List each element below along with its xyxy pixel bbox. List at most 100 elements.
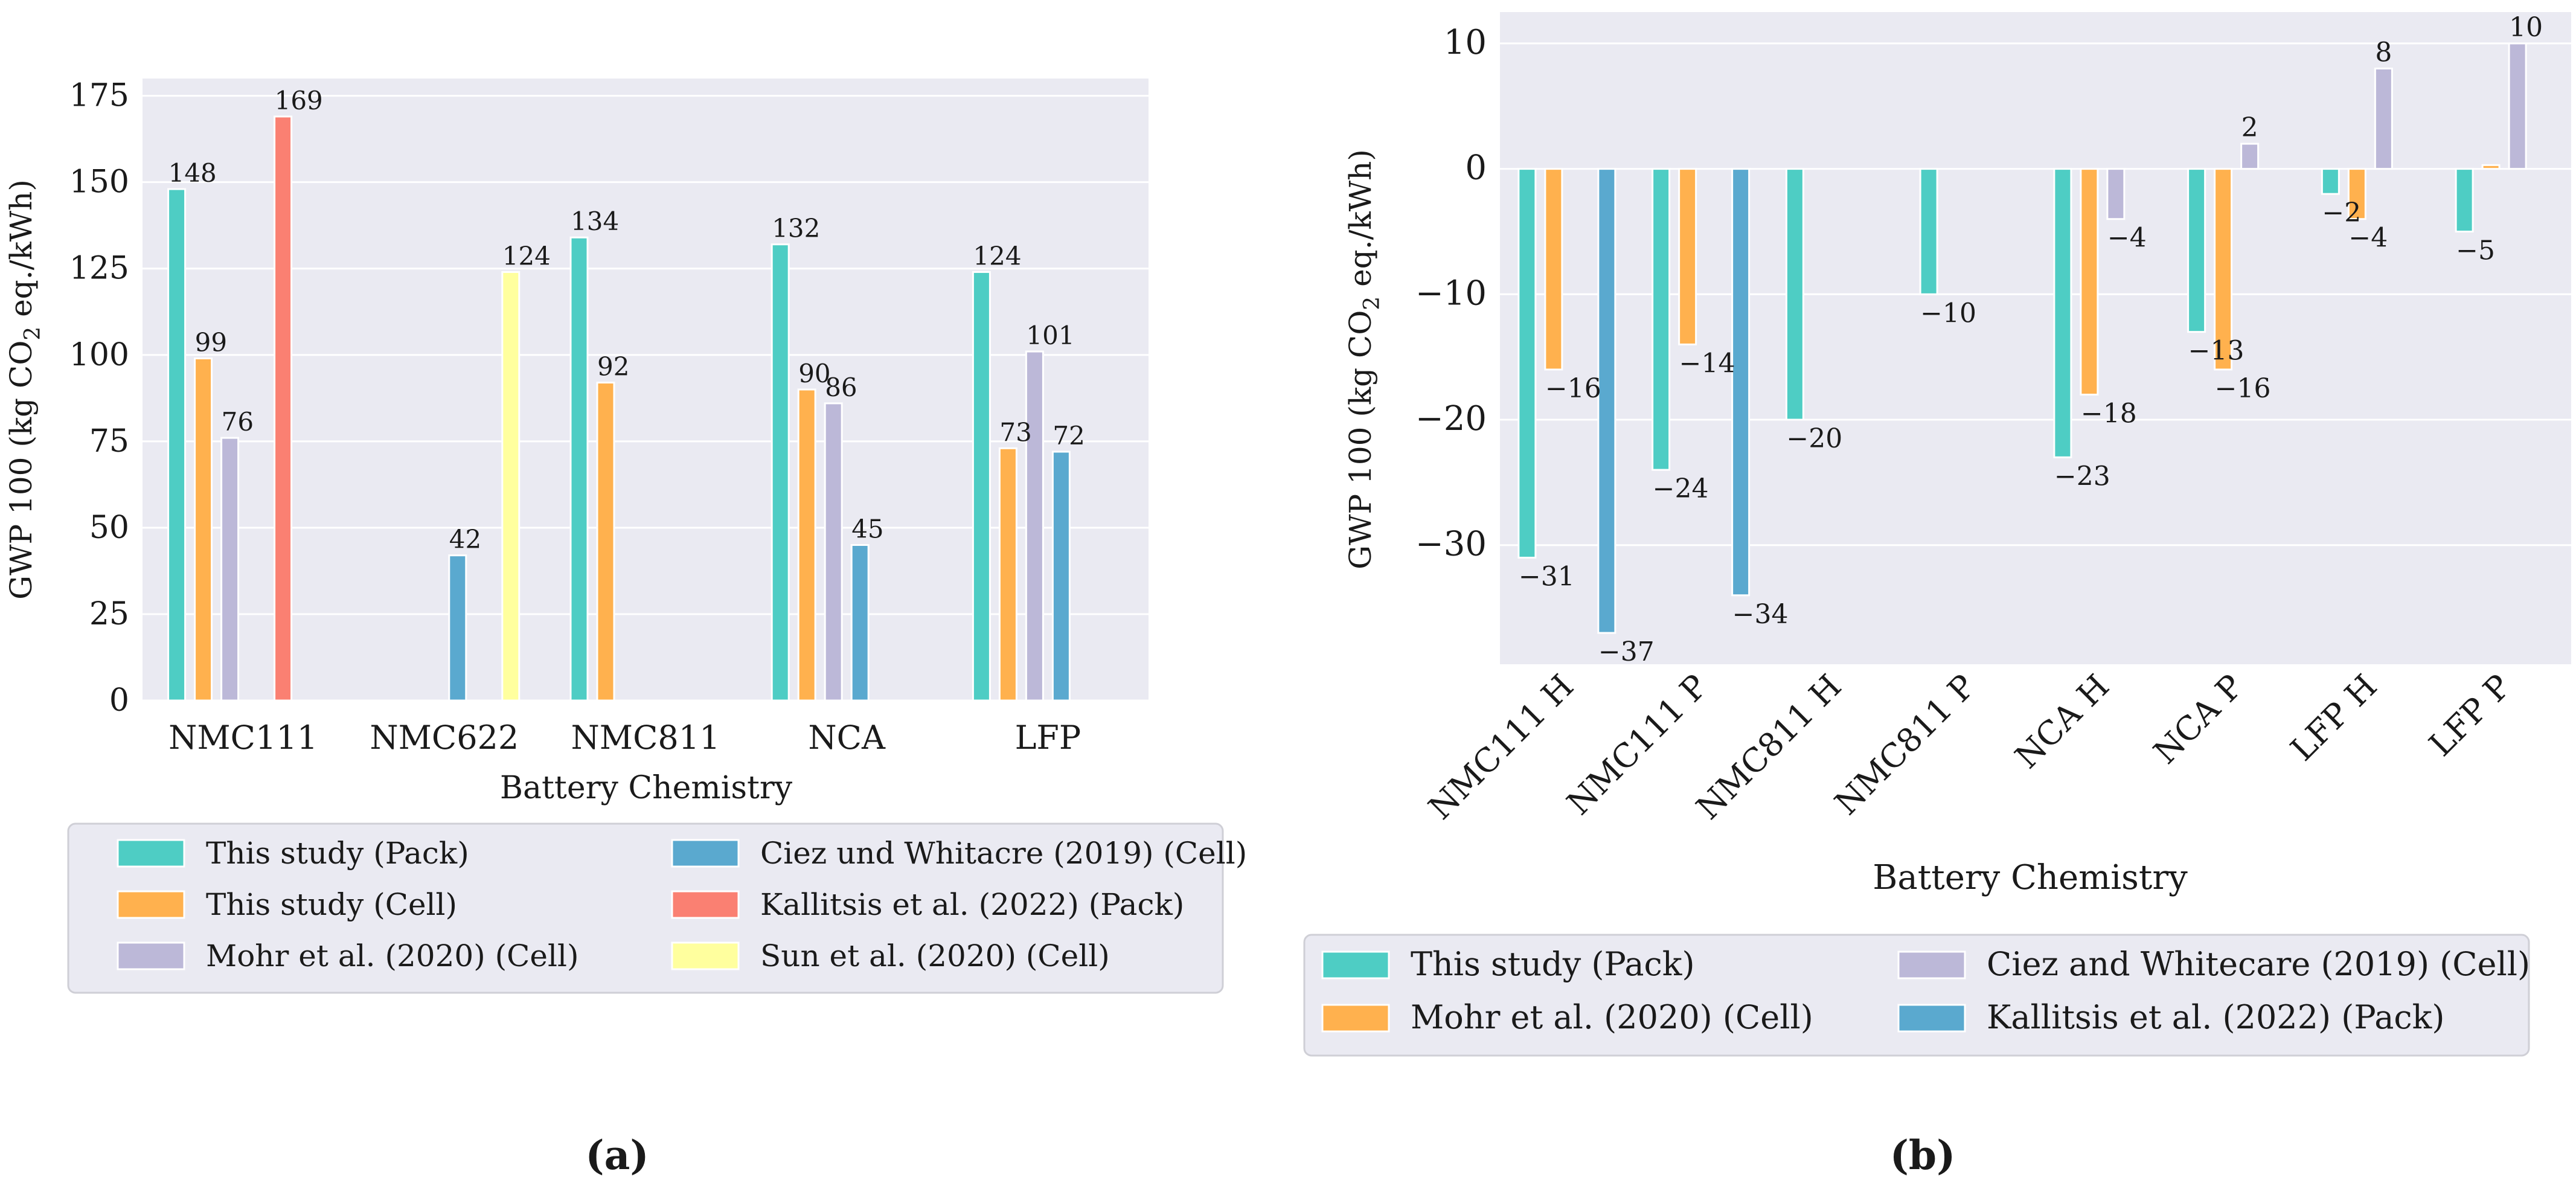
data-label-nmc811-p-this-study-pack: −10 — [1920, 298, 1976, 329]
chart-b-y-tick-label: −10 — [1415, 274, 1487, 313]
data-label-lfp-this-study-cell: 73 — [999, 417, 1031, 447]
data-label-nmc111-kallitsis-et-al-2022-pack: 169 — [275, 86, 323, 115]
bar-nmc111-h-kallitsis-et-al-2022-pack — [1597, 168, 1616, 634]
chart-a-x-tick-label: NCA — [808, 719, 886, 757]
data-label-nmc111-p-mohr-et-al-2020-cell: −14 — [1679, 348, 1735, 379]
chart-b-y-tick-label: −30 — [1415, 525, 1487, 564]
data-label-lfp-p-ciez-and-whitecare-2019-cell: 10 — [2509, 12, 2543, 43]
legend-entry-ciez-und-whitacre-2019-cell: Ciez und Whitacre (2019) (Cell) — [760, 836, 1247, 871]
legend-swatch-kallitsis-et-al-2022-pack — [671, 890, 740, 919]
data-label-nmc111-this-study-cell: 99 — [195, 328, 227, 357]
bar-nca-mohr-et-al-2020-cell — [824, 402, 843, 702]
legend-entry-ciez-and-whitecare-2019-cell: Ciez and Whitecare (2019) (Cell) — [1987, 945, 2530, 983]
chart-b: −30 −20 −10 0 10 −31 −16 −37 −24 −14 −34 −20 −10 −23… — [1303, 12, 2571, 1179]
legend-entry-kallitsis-et-al-2022-pack: Kallitsis et al. (2022) (Pack) — [760, 887, 1184, 922]
legend-swatch-ciez-and-whitecare-2019-cell — [1897, 950, 1966, 979]
chart-a-x-tick-label: NMC811 — [571, 719, 720, 757]
chart-a: 0 25 50 75 100 125 150 175 148 99 76 169 42 124 134 92… — [4, 78, 1247, 1179]
data-label-nmc622-ciez-und-whitacre-2019-cell: 42 — [449, 525, 481, 554]
legend-swatch-kallitsis-et-al-2022-pack — [1897, 1004, 1966, 1033]
chart-b-x-tick-label: NMC811 H — [1689, 667, 1849, 827]
chart-a-x-tick-label: NMC111 — [168, 719, 318, 757]
data-label-nmc811-this-study-cell: 92 — [597, 352, 629, 382]
chart-a-y-tick-label: 25 — [89, 596, 129, 632]
bar-nmc111-p-this-study-pack — [1652, 168, 1671, 471]
legend-entry-kallitsis-et-al-2022-pack: Kallitsis et al. (2022) (Pack) — [1987, 998, 2444, 1036]
panel-b-label: (b) — [1890, 1132, 1956, 1179]
bar-lfp-p-ciez-and-whitecare-2019-cell — [2508, 42, 2527, 170]
data-label-nca-h-this-study-pack: −23 — [2054, 461, 2110, 492]
data-label-lfp-this-study-pack: 124 — [973, 241, 1021, 271]
bar-lfp-p-this-study-pack — [2455, 168, 2474, 232]
chart-a-y-tick-label: 150 — [69, 164, 129, 200]
legend-swatch-mohr-et-al-2020-cell — [117, 941, 185, 970]
bar-nca-this-study-cell — [797, 388, 816, 702]
legend-entry-this-study-pack: This study (Pack) — [1411, 945, 1695, 983]
chart-a-x-tick-label: NMC622 — [370, 719, 519, 757]
chart-a-legend: This study (Pack) Ciez und Whitacre (2019… — [67, 822, 1247, 994]
bar-nmc111-mohr-et-al-2020-cell — [220, 437, 240, 702]
data-label-lfp-h-mohr-et-al-2020-cell: −4 — [2348, 223, 2388, 254]
data-label-lfp-mohr-et-al-2020-cell: 101 — [1026, 321, 1074, 350]
legend-swatch-ciez-und-whitacre-2019-cell — [671, 839, 740, 868]
data-label-nca-mohr-et-al-2020-cell: 86 — [825, 373, 857, 402]
chart-a-y-tick-label: 125 — [69, 251, 129, 287]
bar-lfp-ciez-und-whitacre-2019-cell — [1051, 450, 1071, 702]
legend-swatch-this-study-cell — [117, 890, 185, 919]
bar-nmc111-h-mohr-et-al-2020-cell — [1544, 168, 1563, 371]
bar-nmc111-p-kallitsis-et-al-2022-pack — [1731, 168, 1751, 597]
chart-b-x-tick-label: NCA P — [2146, 667, 2251, 772]
chart-a-x-tick-label: LFP — [1015, 719, 1081, 757]
data-label-nmc111-h-mohr-et-al-2020-cell: −16 — [1545, 373, 1601, 404]
data-label-nca-this-study-pack: 132 — [772, 214, 820, 243]
data-label-nmc111-p-this-study-pack: −24 — [1653, 473, 1709, 504]
chart-b-x-tick-label: NMC111 H — [1421, 667, 1581, 827]
legend-swatch-this-study-pack — [1321, 950, 1390, 979]
bar-nmc111-p-mohr-et-al-2020-cell — [1678, 168, 1697, 345]
bar-nmc811-h-this-study-pack — [1785, 168, 1804, 421]
data-label-nca-p-mohr-et-al-2020-cell: −16 — [2215, 373, 2271, 404]
bar-nmc622-sun-et-al-2020-cell — [501, 271, 521, 702]
bar-nmc811-this-study-cell — [596, 382, 615, 702]
chart-b-y-tick-label: −20 — [1415, 399, 1487, 438]
bar-nca-h-mohr-et-al-2020-cell — [2080, 168, 2099, 396]
data-label-lfp-h-this-study-pack: −2 — [2322, 197, 2361, 228]
legend-entry-sun-et-al-2020-cell: Sun et al. (2020) (Cell) — [760, 938, 1110, 973]
data-label-nmc811-this-study-pack: 134 — [571, 207, 619, 236]
chart-b-x-tick-label: NCA H — [2008, 667, 2116, 776]
data-label-nca-h-mohr-et-al-2020-cell: −18 — [2081, 398, 2137, 429]
panel-a-label: (a) — [585, 1132, 649, 1179]
chart-b-x-tick-label: NMC811 P — [1827, 667, 1982, 822]
chart-a-plot-area — [143, 79, 1149, 700]
bar-nca-p-ciez-and-whitecare-2019-cell — [2240, 143, 2260, 170]
data-label-nmc111-h-kallitsis-et-al-2022-pack: −37 — [1598, 636, 1655, 667]
data-label-nmc111-this-study-pack: 148 — [168, 158, 217, 188]
bar-nca-h-ciez-and-whitecare-2019-cell — [2106, 168, 2126, 220]
bar-nmc111-kallitsis-et-al-2022-pack — [274, 115, 293, 702]
bar-lfp-p-mohr-et-al-2020-cell — [2481, 164, 2501, 170]
chart-b-y-tick-label: 0 — [1465, 149, 1487, 188]
bar-nca-h-this-study-pack — [2053, 168, 2072, 458]
bar-lfp-h-this-study-pack — [2321, 168, 2340, 195]
legend-entry-this-study-cell: This study (Cell) — [206, 887, 457, 922]
bar-nca-p-this-study-pack — [2187, 168, 2206, 333]
bar-nmc811-this-study-pack — [569, 236, 589, 702]
bar-lfp-this-study-cell — [998, 447, 1017, 702]
chart-b-x-tick-label: LFP P — [2421, 667, 2518, 764]
data-label-nmc111-mohr-et-al-2020-cell: 76 — [222, 407, 254, 437]
bar-nmc811-p-this-study-pack — [1919, 168, 1938, 295]
bar-lfp-mohr-et-al-2020-cell — [1025, 350, 1044, 702]
bar-lfp-h-ciez-and-whitecare-2019-cell — [2374, 67, 2393, 170]
chart-b-x-tick-label: LFP H — [2283, 667, 2385, 769]
data-label-lfp-p-this-study-pack: −5 — [2456, 235, 2495, 266]
chart-b-legend: This study (Pack) Ciez and Whitecare (201… — [1303, 934, 2530, 1057]
legend-entry-this-study-pack: This study (Pack) — [206, 836, 469, 871]
legend-swatch-sun-et-al-2020-cell — [671, 941, 740, 970]
data-label-nca-this-study-cell: 90 — [798, 359, 830, 388]
data-label-nca-ciez-und-whitacre-2019-cell: 45 — [851, 514, 883, 544]
chart-b-y-axis-label: GWP 100 (kg CO2 eq./kWh) — [1343, 149, 1385, 569]
chart-a-y-tick-label: 175 — [69, 78, 129, 114]
legend-swatch-mohr-et-al-2020-cell — [1321, 1004, 1390, 1033]
chart-a-x-axis-label: Battery Chemistry — [500, 770, 793, 806]
